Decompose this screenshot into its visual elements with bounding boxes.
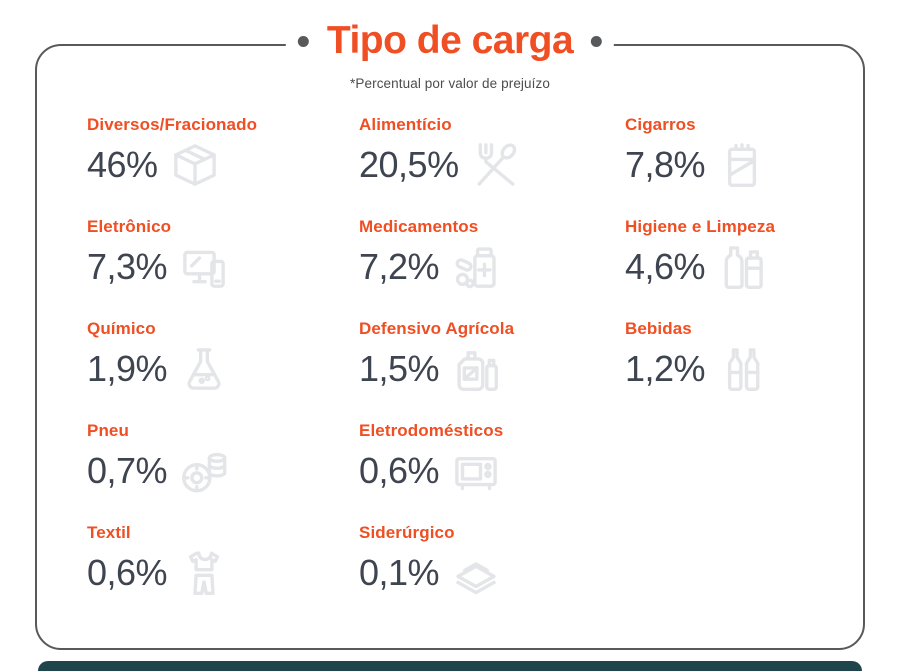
cargo-item-bebidas: Bebidas 1,2% (625, 319, 839, 421)
cargo-item-cigarros: Cigarros 7,8% (625, 115, 839, 217)
title-divider-dot-left (297, 35, 309, 47)
cargo-item-defensivo: Defensivo Agrícola 1,5% (359, 319, 625, 421)
cargo-item-diversos: Diversos/Fracionado 46% (87, 115, 359, 217)
steel-sheets-icon (449, 546, 503, 600)
cargo-value: 0,6% (87, 552, 168, 594)
cargo-item-higiene: Higiene e Limpeza 4,6% (625, 217, 839, 319)
cigarette-pack-icon (715, 138, 769, 192)
chemical-flask-icon (177, 342, 231, 396)
beverage-bottles-icon (715, 342, 769, 396)
cargo-label: Pneu (87, 421, 129, 440)
cargo-label: Cigarros (625, 115, 696, 134)
cargo-label: Higiene e Limpeza (625, 217, 776, 236)
cargo-item-textil: Textil 0,6% (87, 523, 359, 625)
cargo-label: Textil (87, 523, 131, 542)
cargo-item-eletronico: Eletrônico 7,3% (87, 217, 359, 319)
page-title: Tipo de carga (326, 19, 574, 62)
cargo-value: 7,3% (87, 246, 168, 288)
cargo-value: 0,1% (359, 552, 440, 594)
cargo-label: Medicamentos (359, 217, 479, 236)
cargo-label: Diversos/Fracionado (87, 115, 258, 134)
page-subtitle: *Percentual por valor de prejuízo (350, 76, 550, 91)
cargo-label: Eletrônico (87, 217, 172, 236)
appliance-icon (449, 444, 503, 498)
cargo-label: Químico (87, 319, 156, 338)
cargo-item-medicamentos: Medicamentos 7,2% (359, 217, 625, 319)
next-card-top-edge (38, 661, 862, 671)
cargo-value: 7,2% (359, 246, 440, 288)
cargo-value: 1,2% (625, 348, 706, 390)
cargo-grid: Diversos/Fracionado 46% Alimentício 20,5… (37, 91, 863, 625)
empty-cell (625, 421, 839, 523)
box-icon (168, 138, 222, 192)
card-title-wrap: Tipo de carga (285, 19, 615, 63)
title-divider-dot-right (591, 35, 603, 47)
cargo-value: 7,8% (625, 144, 706, 186)
cargo-item-eletrodomesticos: Eletrodomésticos 0,6% (359, 421, 625, 523)
clothing-icon (177, 546, 231, 600)
cargo-value: 0,6% (359, 450, 440, 492)
empty-cell (625, 523, 839, 625)
pills-icon (449, 240, 503, 294)
cargo-type-card: Tipo de carga *Percentual por valor de p… (35, 19, 865, 650)
fork-spoon-icon (469, 138, 523, 192)
tire-icon (177, 444, 231, 498)
cargo-value: 20,5% (359, 144, 459, 186)
cargo-item-alimenticio: Alimentício 20,5% (359, 115, 625, 217)
cleaning-bottles-icon (715, 240, 769, 294)
cargo-label: Bebidas (625, 319, 692, 338)
cargo-label: Eletrodomésticos (359, 421, 504, 440)
cargo-label: Siderúrgico (359, 523, 455, 542)
cargo-value: 0,7% (87, 450, 168, 492)
cargo-label: Defensivo Agrícola (359, 319, 515, 338)
cargo-item-pneu: Pneu 0,7% (87, 421, 359, 523)
cargo-label: Alimentício (359, 115, 452, 134)
cargo-item-quimico: Químico 1,9% (87, 319, 359, 421)
cargo-value: 46% (87, 144, 158, 186)
cargo-item-siderurgico: Siderúrgico 0,1% (359, 523, 625, 625)
electronics-icon (177, 240, 231, 294)
cargo-value: 1,5% (359, 348, 440, 390)
agro-defensive-icon (449, 342, 503, 396)
cargo-value: 4,6% (625, 246, 706, 288)
cargo-value: 1,9% (87, 348, 168, 390)
